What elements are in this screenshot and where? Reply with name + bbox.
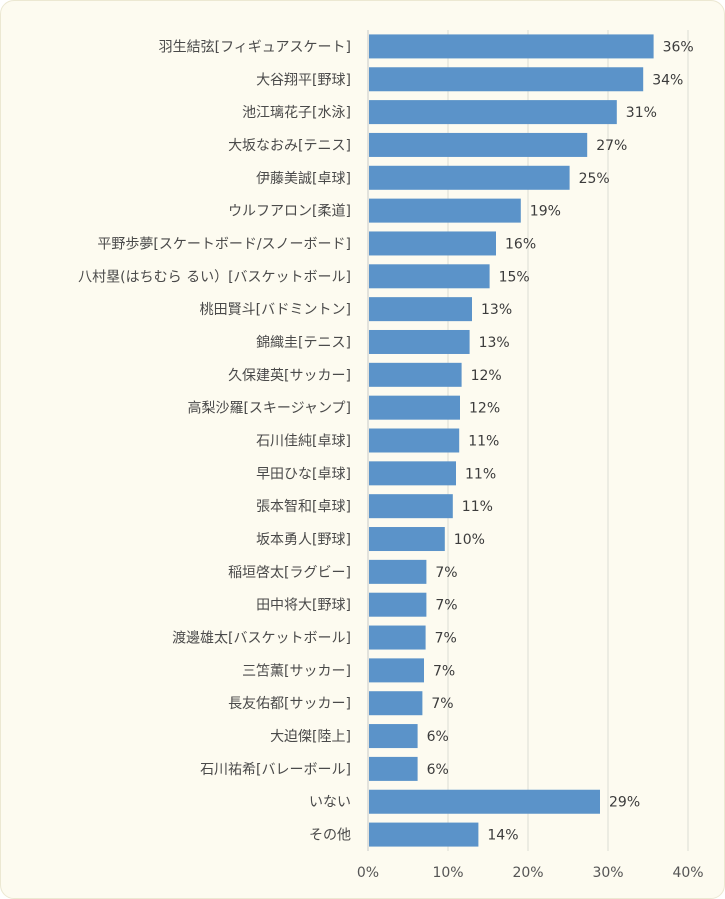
bar — [369, 132, 588, 157]
category-label: 平野歩夢[スケートボード/スノーボード] — [97, 236, 351, 252]
data-label: 7% — [431, 696, 453, 712]
category-label: 三笘薫[サッカー] — [242, 663, 351, 679]
data-label: 11% — [468, 434, 499, 450]
data-label: 6% — [427, 729, 449, 745]
x-tick-label: 0% — [357, 865, 379, 881]
data-label: 11% — [465, 466, 496, 482]
bars — [369, 34, 654, 847]
category-label: 石川祐希[バレーボール] — [200, 762, 351, 778]
x-axis-ticks: 0% 10% 20% 30% 40% — [357, 865, 704, 881]
category-label: 長友佑都[サッカー] — [228, 696, 351, 712]
bar — [369, 724, 418, 749]
category-label: 渡邊雄太[バスケットボール] — [172, 631, 351, 647]
bar — [369, 822, 479, 847]
bar — [369, 789, 600, 814]
data-label: 10% — [454, 532, 485, 548]
category-label: 八村塁(はちむら るい）[バスケットボール] — [78, 269, 351, 285]
bar — [369, 428, 460, 453]
x-tick-label: 10% — [432, 865, 463, 881]
data-label: 13% — [481, 302, 512, 318]
bar — [369, 395, 460, 420]
category-label: その他 — [309, 828, 351, 844]
category-label: 大迫傑[陸上] — [270, 729, 351, 745]
x-tick-label: 40% — [672, 865, 703, 881]
data-label: 12% — [471, 368, 502, 384]
data-label: 19% — [530, 204, 561, 220]
data-label: 29% — [609, 795, 640, 811]
data-label: 11% — [462, 499, 493, 515]
bar — [369, 67, 644, 92]
bar — [369, 625, 426, 650]
data-label: 34% — [652, 72, 683, 88]
bar — [369, 461, 456, 486]
data-label: 15% — [499, 269, 530, 285]
data-label: 13% — [479, 335, 510, 351]
bar — [369, 297, 472, 322]
bar — [369, 34, 654, 59]
data-label: 16% — [505, 236, 536, 252]
data-label: 7% — [435, 631, 457, 647]
x-tick-label: 30% — [592, 865, 623, 881]
category-label: 稲垣啓太[ラグビー] — [228, 565, 351, 581]
category-label: 錦織圭[テニス] — [256, 334, 351, 351]
data-label: 7% — [433, 663, 455, 679]
bar — [369, 165, 570, 190]
category-label: 伊藤美誠[卓球] — [256, 171, 351, 187]
bar — [369, 592, 427, 617]
data-label: 27% — [596, 138, 627, 154]
category-label: 桃田賢斗[バドミントン] — [200, 302, 351, 318]
category-label: 坂本勇人[野球] — [256, 532, 351, 548]
category-label: 大谷翔平[野球] — [256, 72, 351, 88]
bar — [369, 100, 617, 125]
category-label: 高梨沙羅[スキージャンプ] — [187, 400, 351, 417]
category-label: 田中将大[野球] — [256, 598, 351, 614]
category-label: 池江璃花子[水泳] — [242, 104, 351, 121]
value-labels: 36% 34% 31% 27% 25% 19% 16% 15% 13% 13% 12% 12% 11% 1… — [427, 39, 694, 843]
bar — [369, 264, 490, 289]
bar — [369, 231, 496, 256]
bar — [369, 494, 453, 519]
bar — [369, 198, 521, 223]
x-tick-label: 20% — [512, 865, 543, 881]
category-label: 大坂なおみ[テニス] — [228, 138, 351, 154]
data-label: 7% — [435, 565, 457, 581]
bar — [369, 527, 445, 552]
bar — [369, 362, 462, 387]
data-label: 14% — [487, 828, 518, 844]
bar — [369, 756, 418, 781]
data-label: 7% — [435, 598, 457, 614]
bar — [369, 559, 427, 584]
data-label: 25% — [579, 171, 610, 187]
category-label: いない — [309, 795, 351, 811]
data-label: 12% — [469, 401, 500, 417]
category-label: 石川佳純[卓球] — [256, 434, 351, 450]
category-label: 張本智和[卓球] — [256, 499, 351, 515]
category-label: 早田ひな[卓球] — [256, 466, 351, 482]
category-label: 久保建英[サッカー] — [228, 367, 351, 384]
data-label: 31% — [626, 105, 657, 121]
data-label: 6% — [427, 762, 449, 778]
data-label: 36% — [663, 39, 694, 55]
category-label: 羽生結弦[フィギュアスケート] — [159, 39, 351, 55]
bar — [369, 691, 423, 716]
category-label: ウルフアロン[柔道] — [228, 204, 351, 220]
bar — [369, 658, 424, 683]
category-labels: 羽生結弦[フィギュアスケート] 大谷翔平[野球] 池江璃花子[水泳] 大坂なおみ[テニ… — [78, 39, 351, 843]
bar — [369, 329, 470, 354]
